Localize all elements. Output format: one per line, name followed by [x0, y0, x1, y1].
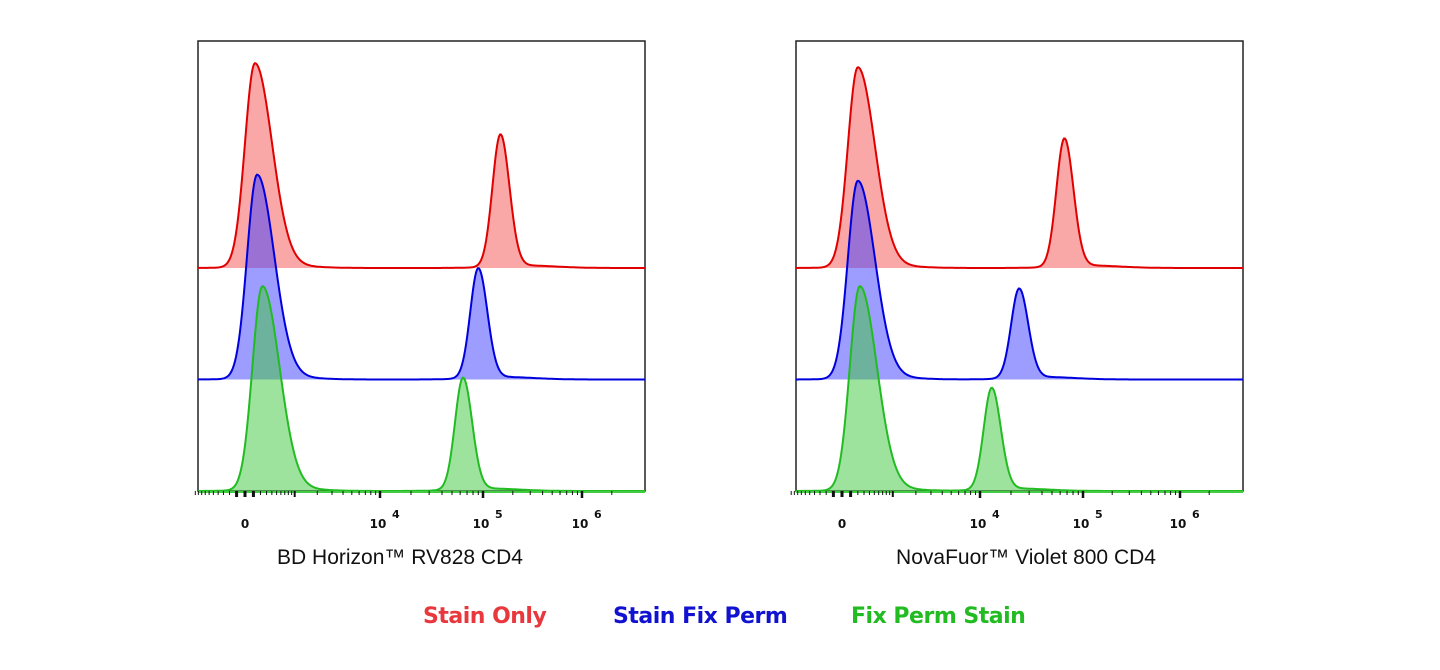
- tick-label: 10 4: [970, 508, 1000, 531]
- tick-label-exponent: 4: [992, 508, 1000, 521]
- legend-stain-only: Stain Only: [423, 604, 547, 629]
- histogram-fill: [796, 180, 1243, 380]
- series-stain-fix-perm: [796, 179, 1243, 381]
- tick-label-exponent: 5: [495, 508, 503, 521]
- tick-label: 10 6: [1170, 508, 1200, 531]
- tick-label-base: 10: [572, 517, 589, 531]
- tick-label-base: 10: [1170, 517, 1187, 531]
- tick-label-base: 10: [370, 517, 387, 531]
- tick-label-exponent: 6: [594, 508, 602, 521]
- tick-label-exponent: 5: [1095, 508, 1103, 521]
- tick-label-base: 10: [473, 517, 490, 531]
- histogram-line: [796, 179, 1243, 381]
- tick-label-base: 10: [970, 517, 987, 531]
- series-stain-only: [198, 62, 645, 269]
- series-fix-perm-stain: [198, 285, 645, 492]
- tick-label: 10 4: [370, 508, 400, 531]
- x-axis-label-right: NovaFuor™ Violet 800 CD4: [896, 546, 1156, 569]
- legend-fix-perm-stain: Fix Perm Stain: [851, 604, 1026, 629]
- histogram-panel-1: 0 10 4 10 5 10 6: [194, 40, 646, 531]
- histogram-fill: [198, 174, 645, 380]
- histogram-panel-2: 0 10 4 10 5 10 6: [790, 40, 1244, 531]
- tick-label: 10 5: [473, 508, 503, 531]
- histogram-fill: [198, 286, 645, 491]
- x-axis-label-left: BD Horizon™ RV828 CD4: [277, 546, 523, 569]
- tick-label: 10 5: [1073, 508, 1103, 531]
- tick-label: 0: [241, 517, 249, 531]
- series-stain-fix-perm: [197, 173, 645, 381]
- tick-label-base: 10: [1073, 517, 1090, 531]
- histogram-fill: [796, 67, 1243, 268]
- series-stain-only: [796, 66, 1243, 269]
- tick-label-base: 0: [241, 517, 249, 531]
- histogram-line: [197, 173, 645, 381]
- tick-label: 10 6: [572, 508, 602, 531]
- x-axis: 0 10 4 10 5 10 6: [790, 491, 1243, 531]
- histogram-line: [796, 66, 1243, 269]
- tick-label-exponent: 6: [1192, 508, 1200, 521]
- tick-label-exponent: 4: [392, 508, 400, 521]
- legend-stain-fix-perm: Stain Fix Perm: [613, 604, 788, 629]
- histogram-line: [198, 62, 645, 269]
- tick-label-base: 0: [838, 517, 846, 531]
- x-axis: 0 10 4 10 5 10 6: [194, 491, 645, 531]
- histogram-fill: [796, 286, 1243, 491]
- histogram-fill: [198, 63, 645, 269]
- histogram-line: [198, 285, 645, 492]
- tick-label: 0: [838, 517, 846, 531]
